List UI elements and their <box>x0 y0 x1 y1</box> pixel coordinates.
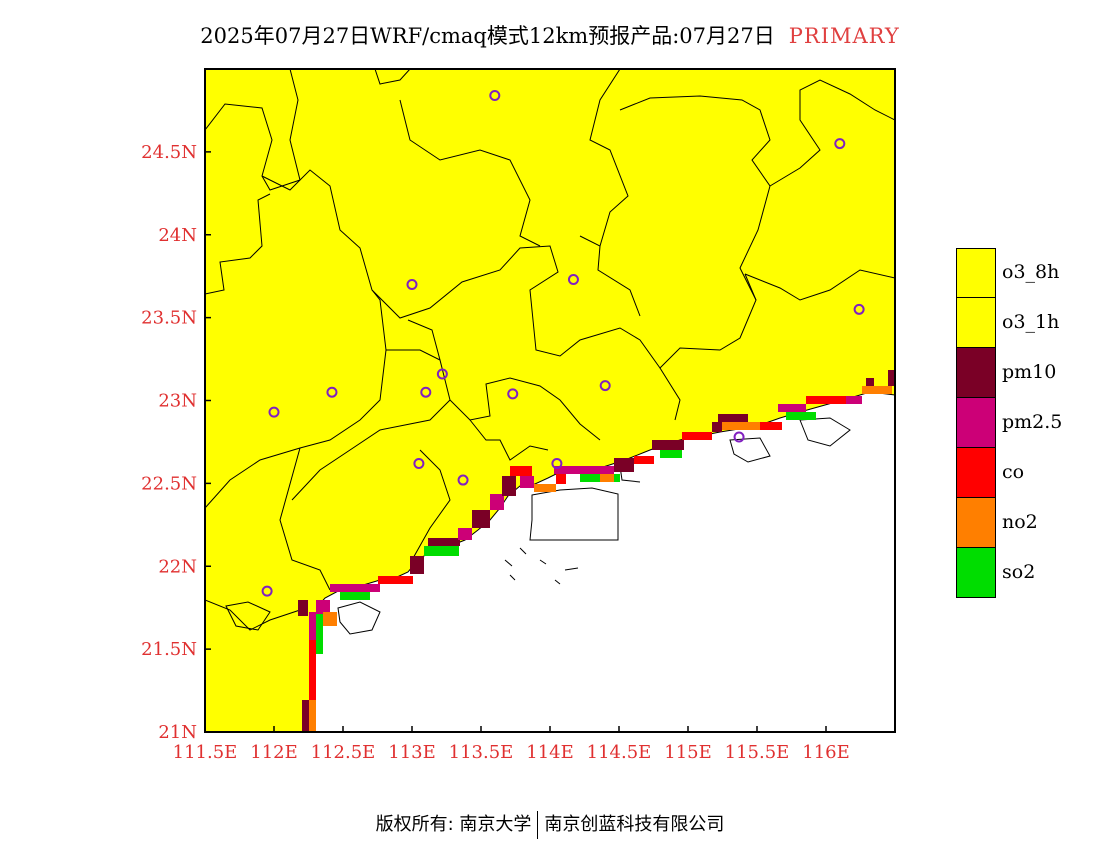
station-marker <box>261 585 273 597</box>
station-marker <box>551 457 563 469</box>
y-axis: 21N 21.5N 22N 22.5N 23N 23.5N 24N 24.5N <box>141 142 211 743</box>
footer-left: 版权所有: 南京大学 <box>375 814 532 835</box>
legend-label: o3_1h <box>1002 311 1060 333</box>
y-tick-label: 23N <box>158 391 197 412</box>
x-tick-label: 114E <box>526 742 574 763</box>
footer-right: 南京创蓝科技有限公司 <box>544 814 725 835</box>
footer-separator <box>537 811 539 839</box>
legend-swatch <box>956 548 996 598</box>
legend-item: o3_1h <box>956 298 1096 348</box>
legend-item: o3_8h <box>956 248 1096 298</box>
x-tick-label: 115.5E <box>725 742 790 763</box>
legend-label: pm10 <box>1002 361 1057 383</box>
pollutant-cells <box>298 370 895 732</box>
station-marker <box>436 368 448 380</box>
copyright-footer: 版权所有: 南京大学 南京创蓝科技有限公司 <box>0 810 1100 839</box>
station-marker <box>406 278 418 290</box>
station-markers <box>261 90 865 597</box>
y-tick-label: 22N <box>158 556 197 577</box>
legend-label: no2 <box>1002 511 1038 533</box>
x-tick-label: 112.5E <box>311 742 376 763</box>
station-marker <box>567 274 579 286</box>
admin-boundaries <box>205 69 895 631</box>
legend-item: co <box>956 448 1096 498</box>
station-marker <box>507 388 519 400</box>
station-marker <box>268 406 280 418</box>
station-marker <box>489 90 501 102</box>
x-tick-label: 116E <box>802 742 850 763</box>
primary-tag: PRIMARY <box>788 24 900 48</box>
legend-swatch <box>956 348 996 398</box>
y-tick-label: 24N <box>158 225 197 246</box>
station-marker <box>599 380 611 392</box>
station-marker <box>413 457 425 469</box>
legend-swatch <box>956 498 996 548</box>
y-tick-label: 22.5N <box>141 473 197 494</box>
land-area <box>205 69 895 732</box>
legend-label: pm2.5 <box>1002 411 1063 433</box>
station-marker <box>457 474 469 486</box>
station-marker <box>834 138 846 150</box>
map-title: 2025年07月27日WRF/cmaq模式12km预报产品:07月27日 PRIM… <box>0 20 1100 50</box>
x-tick-label: 111.5E <box>173 742 238 763</box>
station-marker <box>326 386 338 398</box>
legend: o3_8h o3_1h pm10 pm2.5 co no2 so2 <box>956 248 1096 598</box>
legend-label: o3_8h <box>1002 261 1060 283</box>
x-tick-label: 114.5E <box>587 742 652 763</box>
legend-item: pm10 <box>956 348 1096 398</box>
legend-swatch <box>956 398 996 448</box>
y-tick-label: 21.5N <box>141 639 197 660</box>
y-tick-label: 23.5N <box>141 308 197 329</box>
legend-label: co <box>1002 461 1025 483</box>
y-tick-label: 24.5N <box>141 142 197 163</box>
station-marker <box>733 431 745 443</box>
title-text: 2025年07月27日WRF/cmaq模式12km预报产品:07月27日 <box>200 24 775 48</box>
station-marker <box>420 386 432 398</box>
legend-swatch <box>956 298 996 348</box>
islands <box>225 417 851 635</box>
x-tick-label: 112E <box>250 742 298 763</box>
x-axis: 111.5E 112E 112.5E 113E 113.5E 114E 114.5E 115E… <box>173 726 850 763</box>
x-tick-label: 113.5E <box>449 742 514 763</box>
legend-item: so2 <box>956 548 1096 598</box>
legend-swatch <box>956 448 996 498</box>
bay-outline <box>529 487 619 541</box>
x-tick-label: 115E <box>664 742 712 763</box>
x-tick-label: 113E <box>388 742 436 763</box>
legend-item: pm2.5 <box>956 398 1096 448</box>
station-marker <box>853 303 865 315</box>
legend-item: no2 <box>956 498 1096 548</box>
legend-label: so2 <box>1002 561 1036 583</box>
legend-swatch <box>956 248 996 298</box>
y-tick-label: 21N <box>158 722 197 743</box>
